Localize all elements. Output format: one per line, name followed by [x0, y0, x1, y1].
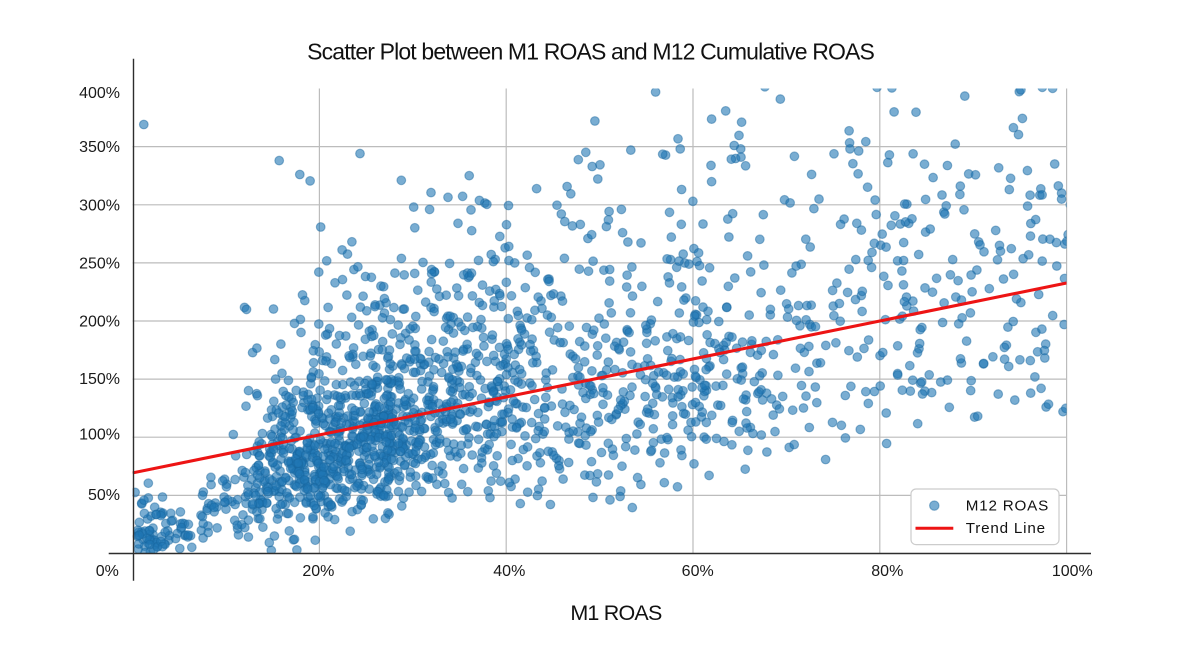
svg-text:60%: 60%: [682, 563, 714, 580]
svg-text:40%: 40%: [493, 563, 525, 580]
svg-text:150%: 150%: [79, 371, 120, 388]
svg-text:100%: 100%: [1052, 563, 1093, 580]
svg-text:300%: 300%: [79, 197, 120, 214]
svg-text:M12 ROAS: M12 ROAS: [966, 497, 1049, 514]
svg-text:200%: 200%: [79, 314, 120, 331]
svg-text:Scatter Plot between M1 ROAS a: Scatter Plot between M1 ROAS and M12 Cum…: [307, 39, 874, 65]
svg-text:80%: 80%: [871, 563, 903, 580]
svg-text:Trend Line: Trend Line: [966, 520, 1046, 537]
svg-text:50%: 50%: [88, 487, 120, 504]
svg-text:100%: 100%: [79, 427, 120, 444]
svg-text:M1 ROAS: M1 ROAS: [570, 601, 662, 625]
svg-text:350%: 350%: [79, 139, 120, 156]
svg-text:0%: 0%: [96, 563, 119, 580]
svg-text:400%: 400%: [79, 85, 120, 102]
svg-text:250%: 250%: [79, 255, 120, 272]
svg-text:20%: 20%: [302, 563, 334, 580]
